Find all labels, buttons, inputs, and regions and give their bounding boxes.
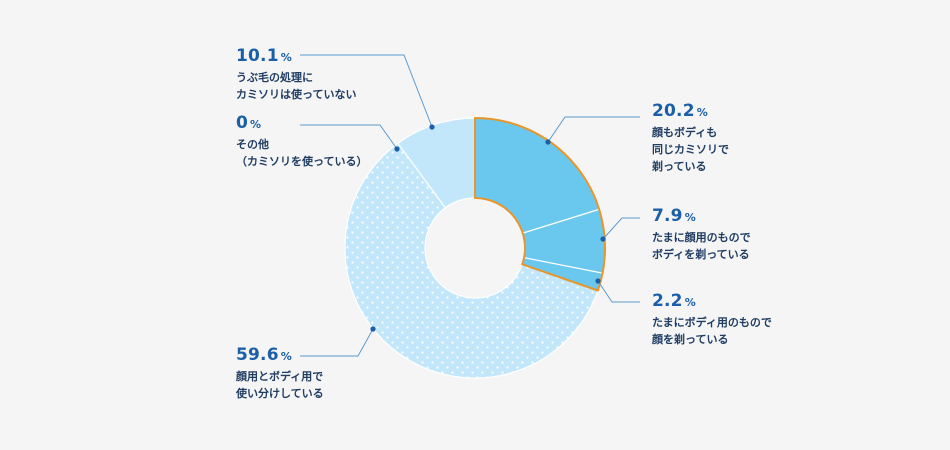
slice-text-0-0: 顔もボディも bbox=[652, 126, 718, 139]
slice-value-unit-3: % bbox=[280, 350, 292, 363]
slice-label-0: 20.2% 顔もボディも 同じカミソリで 剃っている bbox=[652, 100, 729, 175]
leader-line-5 bbox=[300, 54, 433, 128]
slice-value-5: 10.1% bbox=[236, 45, 356, 69]
leader-line-4 bbox=[300, 124, 398, 150]
slice-text-5-1: カミソリは使っていない bbox=[236, 88, 357, 101]
leader-dot-3 bbox=[370, 326, 376, 332]
slice-value-number-4: 0 bbox=[236, 113, 249, 133]
slice-value-number-5: 10.1 bbox=[236, 46, 279, 66]
slice-label-2: 2.2% たまにボディ用のもので 顔を剃っている bbox=[652, 290, 772, 348]
slice-value-2: 2.2% bbox=[652, 290, 772, 314]
slice-text-2-0: たまにボディ用のもので bbox=[652, 316, 772, 329]
slice-text-0-2: 剃っている bbox=[652, 160, 707, 173]
slice-value-unit-2: % bbox=[684, 296, 696, 309]
highlight-outline bbox=[474, 117, 606, 292]
slice-text-4-0: その他 bbox=[236, 138, 269, 151]
slice-value-unit-0: % bbox=[696, 106, 708, 119]
leader-dot-2 bbox=[595, 278, 601, 284]
slice-text-3-0: 顔用とボディ用で bbox=[236, 370, 324, 383]
leader-dot-0 bbox=[545, 139, 551, 145]
slice-text-3-1: 使い分けしている bbox=[236, 387, 324, 400]
slice-label-1: 7.9% たまに顔用のもので ボディを剃っている bbox=[652, 205, 751, 263]
slice-label-3: 59.6% 顔用とボディ用で 使い分けしている bbox=[236, 344, 324, 402]
leader-dot-4 bbox=[394, 146, 400, 152]
leader-line-0 bbox=[547, 116, 640, 143]
slice-value-unit-4: % bbox=[250, 118, 262, 131]
slice-3 bbox=[344, 142, 599, 379]
slice-text-2-1: 顔を剃っている bbox=[652, 333, 729, 346]
slice-value-number-1: 7.9 bbox=[652, 206, 683, 226]
slice-value-unit-1: % bbox=[684, 211, 696, 224]
slice-value-3: 59.6% bbox=[236, 344, 324, 368]
leader-line-2 bbox=[597, 280, 640, 303]
leader-line-1 bbox=[602, 217, 640, 240]
slice-value-4: 0% bbox=[236, 112, 367, 136]
slice-text-4-1: （カミソリを使っている） bbox=[236, 155, 368, 168]
slice-text-5-0: うぶ毛の処理に bbox=[236, 71, 313, 84]
slice-text-1-0: たまに顔用のもので bbox=[652, 231, 751, 244]
slice-text-1-1: ボディを剃っている bbox=[652, 248, 750, 261]
slice-label-5: 10.1% うぶ毛の処理にカミソリは使っていない bbox=[236, 45, 356, 103]
slice-value-0: 20.2% bbox=[652, 100, 729, 124]
leader-dot-5 bbox=[429, 124, 435, 130]
slice-value-1: 7.9% bbox=[652, 205, 751, 229]
slice-value-unit-5: % bbox=[280, 51, 292, 64]
leader-dot-1 bbox=[600, 236, 606, 242]
slice-label-4: 0% その他 （カミソリを使っている） bbox=[236, 112, 367, 170]
slice-value-number-2: 2.2 bbox=[652, 291, 683, 311]
slice-value-number-0: 20.2 bbox=[652, 101, 695, 121]
slice-value-number-3: 59.6 bbox=[236, 345, 279, 365]
slice-text-0-1: 同じカミソリで bbox=[652, 143, 729, 156]
leader-line-3 bbox=[300, 328, 374, 357]
